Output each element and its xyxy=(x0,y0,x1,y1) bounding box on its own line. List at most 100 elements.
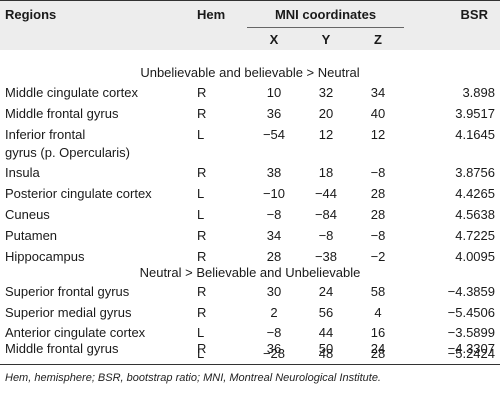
header-regions: Regions xyxy=(5,7,57,22)
header-x: X xyxy=(269,32,279,47)
bsr-cell: −5.2424 xyxy=(447,346,495,361)
x-cell: −8 xyxy=(266,207,282,222)
x-cell: 30 xyxy=(266,284,282,299)
table-row: Anterior cingulate cortex L −8 44 16 −3.… xyxy=(0,322,500,343)
table-row: Hippocampus R 28 −38 −2 4.0095 xyxy=(0,246,500,267)
table-header-band xyxy=(0,0,500,50)
x-cell: −28 xyxy=(262,346,286,361)
y-cell: −84 xyxy=(314,207,338,222)
table-footnote: Hem, hemisphere; BSR, bootstrap ratio; M… xyxy=(5,372,381,384)
z-cell: 24 xyxy=(370,341,386,356)
z-cell: 58 xyxy=(370,284,386,299)
y-cell: 18 xyxy=(318,165,334,180)
y-cell: −38 xyxy=(314,249,338,264)
hem-cell: L xyxy=(197,207,205,222)
y-cell: 24 xyxy=(318,284,334,299)
y-cell: 32 xyxy=(318,85,334,100)
x-cell: 36 xyxy=(266,341,282,356)
region-cell: Middle cingulate cortex xyxy=(5,85,138,100)
section-heading: Neutral > Believable and Unbelievable xyxy=(139,265,361,280)
y-cell: −44 xyxy=(314,186,338,201)
bsr-cell: −4.3859 xyxy=(447,284,495,299)
y-cell: 20 xyxy=(318,106,334,121)
section-heading: Unbelievable and believable > Neutral xyxy=(140,65,360,80)
z-cell: −8 xyxy=(370,165,386,180)
bsr-cell: 4.7225 xyxy=(455,228,495,243)
bsr-cell: 4.1645 xyxy=(455,127,495,142)
hem-cell: L xyxy=(197,325,205,340)
z-cell: −2 xyxy=(370,249,386,264)
hem-cell: L xyxy=(197,186,205,201)
header-bsr: BSR xyxy=(460,7,488,22)
x-cell: 28 xyxy=(266,249,282,264)
hem-cell: R xyxy=(197,341,207,356)
x-cell: −8 xyxy=(266,325,282,340)
z-cell: 40 xyxy=(370,106,386,121)
region-cell: Hippocampus xyxy=(5,249,85,264)
z-cell: 34 xyxy=(370,85,386,100)
region-cell: Middle frontal gyrus xyxy=(5,341,119,356)
region-cell: Superior medial gyrus xyxy=(5,305,132,320)
table-bottom-rule xyxy=(0,364,500,365)
table-row: Middle frontal gyrus R 36 20 40 3.9517 xyxy=(0,103,500,124)
hem-cell: R xyxy=(197,305,207,320)
table-row: L −28 48 28 −5.2424 xyxy=(0,343,500,364)
z-cell: 28 xyxy=(370,186,386,201)
x-cell: 34 xyxy=(266,228,282,243)
table-top-rule xyxy=(0,0,500,1)
z-cell: −8 xyxy=(370,228,386,243)
z-cell: 16 xyxy=(370,325,386,340)
hem-cell: R xyxy=(197,249,207,264)
header-hem: Hem xyxy=(197,7,226,22)
y-cell: 48 xyxy=(318,346,334,361)
y-cell: 12 xyxy=(318,127,334,142)
region-cell: Putamen xyxy=(5,228,58,243)
hem-cell: R xyxy=(197,284,207,299)
table-row: Posterior cingulate cortex L −10 −44 28 … xyxy=(0,183,500,204)
x-cell: 10 xyxy=(266,85,282,100)
x-cell: −10 xyxy=(262,186,286,201)
table-row-continuation: gyrus (p. Opercularis) xyxy=(0,142,500,163)
z-cell: 12 xyxy=(370,127,386,142)
region-cell: Posterior cingulate cortex xyxy=(5,186,152,201)
hem-cell: R xyxy=(197,165,207,180)
region-cell: Superior frontal gyrus xyxy=(5,284,130,299)
region-cell: gyrus (p. Opercularis) xyxy=(5,145,130,160)
bsr-cell: 4.4265 xyxy=(455,186,495,201)
hem-cell: L xyxy=(197,346,205,361)
hem-cell: L xyxy=(197,127,205,142)
bsr-cell: 4.5638 xyxy=(455,207,495,222)
table-row: Inferior frontal L −54 12 12 4.1645 xyxy=(0,124,500,145)
table-row: Cuneus L −8 −84 28 4.5638 xyxy=(0,204,500,225)
z-cell: 4 xyxy=(374,305,382,320)
region-cell: Middle frontal gyrus xyxy=(5,106,119,121)
hem-cell: R xyxy=(197,85,207,100)
region-cell: Cuneus xyxy=(5,207,50,222)
header-y: Y xyxy=(321,32,331,47)
x-cell: 2 xyxy=(270,305,278,320)
table-row: Middle cingulate cortex R 10 32 34 3.898 xyxy=(0,82,500,103)
table-row: Superior frontal gyrus R 30 24 58 −4.385… xyxy=(0,281,500,302)
x-cell: 36 xyxy=(266,106,282,121)
header-mni-coordinates: MNI coordinates xyxy=(274,7,377,22)
bsr-cell: −3.5899 xyxy=(447,325,495,340)
x-cell: 38 xyxy=(266,165,282,180)
bsr-cell: 3.8756 xyxy=(455,165,495,180)
bsr-cell: −5.4506 xyxy=(447,305,495,320)
table-row: Superior medial gyrus R 2 56 4 −5.4506 xyxy=(0,302,500,323)
region-cell: Insula xyxy=(5,165,40,180)
y-cell: 44 xyxy=(318,325,334,340)
y-cell: 56 xyxy=(318,305,334,320)
table-row: Middle frontal gyrus R 36 50 24 −4.3307 xyxy=(0,338,500,359)
bsr-cell: 4.0095 xyxy=(455,249,495,264)
table-row: Putamen R 34 −8 −8 4.7225 xyxy=(0,225,500,246)
hem-cell: R xyxy=(197,106,207,121)
y-cell: −8 xyxy=(318,228,334,243)
bsr-cell: 3.9517 xyxy=(455,106,495,121)
hem-cell: R xyxy=(197,228,207,243)
z-cell: 28 xyxy=(370,346,386,361)
region-cell: Inferior frontal xyxy=(5,127,86,142)
y-cell: 50 xyxy=(318,341,334,356)
bsr-cell: 3.898 xyxy=(462,85,495,100)
z-cell: 28 xyxy=(370,207,386,222)
